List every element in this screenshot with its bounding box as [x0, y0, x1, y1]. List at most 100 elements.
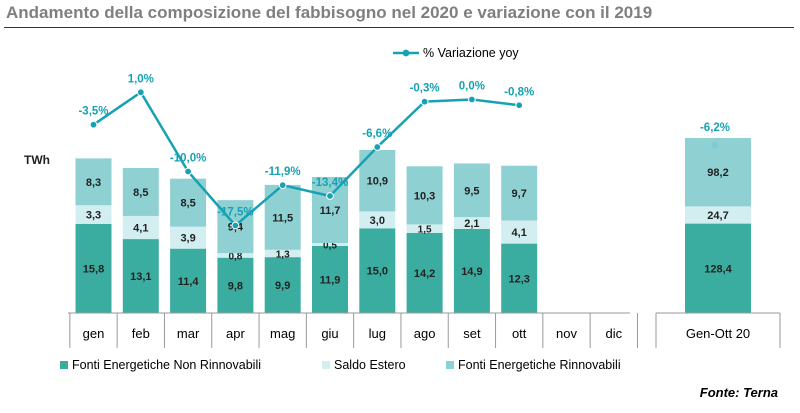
data-label: 0,5	[323, 240, 337, 251]
data-label: 15,8	[83, 263, 104, 275]
data-label: 8,5	[133, 187, 148, 199]
variation-point	[278, 181, 287, 190]
x-tick-label: mag	[270, 326, 295, 341]
y-axis-label: TWh	[24, 153, 50, 167]
data-label: 4,1	[133, 223, 148, 235]
variation-point	[136, 88, 145, 97]
legend-label: Fonti Energetiche Rinnovabili	[458, 358, 621, 372]
data-label: 8,5	[180, 198, 195, 210]
bar-rinnovabili-total	[685, 138, 751, 207]
data-label: 11,5	[272, 212, 293, 224]
data-label: 3,0	[370, 215, 385, 227]
bar-saldo-estero	[501, 220, 538, 244]
legend-swatch	[446, 361, 454, 369]
data-label: 1,3	[276, 249, 290, 260]
variation-point	[89, 120, 98, 129]
variation-point	[184, 167, 193, 176]
bar-non-rinnovabili	[75, 223, 112, 313]
data-label: 9,5	[464, 185, 479, 197]
data-label: 9,9	[275, 280, 290, 292]
bar-rinnovabili	[122, 167, 159, 216]
x-tick-label: nov	[556, 326, 577, 341]
data-label: 10,9	[367, 176, 388, 188]
variation-label: -13,4%	[312, 177, 348, 189]
variation-label: -0,8%	[504, 86, 534, 98]
x-tick-label: dic	[605, 326, 622, 341]
data-label: 4,1	[512, 227, 527, 239]
bar-non-rinnovabili	[453, 228, 490, 313]
variation-point	[373, 143, 382, 151]
bar-non-rinnovabili	[170, 248, 207, 313]
bar-saldo-estero-total	[685, 206, 751, 224]
bar-rinnovabili	[501, 165, 538, 221]
x-tick-label: giu	[321, 326, 338, 341]
data-label: 1,5	[418, 225, 432, 236]
variation-point	[326, 192, 334, 200]
data-label: 14,2	[414, 268, 435, 280]
variation-point-total	[711, 141, 719, 149]
title-divider	[4, 27, 794, 28]
variation-point	[468, 95, 476, 104]
bar-saldo-estero	[75, 205, 112, 224]
data-label: 9,7	[512, 188, 527, 200]
legend-line-label: % Variazione yoy	[423, 46, 519, 60]
data-label: 13,1	[130, 271, 151, 283]
legend-swatch	[322, 361, 330, 369]
variation-label: 0,0%	[459, 81, 485, 93]
data-label: 11,9	[320, 274, 341, 286]
data-label: 11,4	[178, 276, 200, 288]
bar-saldo-estero	[217, 253, 254, 258]
bar-saldo-estero	[359, 211, 396, 229]
variation-label-total: -6,2%	[700, 122, 730, 134]
data-label-total: 98,2	[707, 167, 728, 179]
data-label: 2,1	[464, 218, 479, 230]
variation-label: -6,6%	[362, 128, 392, 140]
bar-saldo-estero	[170, 226, 207, 249]
x-tick-label: lug	[369, 326, 386, 341]
x-tick-label: ago	[414, 326, 436, 341]
bar-non-rinnovabili	[501, 243, 538, 313]
bar-saldo-estero	[122, 215, 159, 240]
bar-rinnovabili	[406, 166, 443, 225]
chart-title: Andamento della composizione del fabbiso…	[6, 3, 653, 22]
data-label: 15,0	[367, 266, 388, 278]
legend-swatch	[60, 361, 68, 369]
bar-non-rinnovabili	[406, 232, 443, 313]
bar-saldo-estero	[453, 217, 490, 229]
x-tick-label: apr	[226, 326, 245, 341]
bar-rinnovabili	[453, 163, 490, 218]
variation-label: -11,9%	[265, 166, 301, 178]
legend-line-point	[402, 49, 410, 57]
x-tick-label: gen	[83, 326, 105, 341]
variation-point	[231, 221, 240, 230]
x-tick-label: ott	[512, 326, 527, 341]
variation-point	[515, 101, 524, 110]
variation-label: -10,0%	[170, 153, 206, 165]
legend-label: Fonti Energetiche Non Rinnovabili	[72, 358, 261, 372]
data-label: 3,3	[86, 210, 101, 222]
data-label-total: 24,7	[707, 210, 728, 222]
variation-point	[420, 97, 429, 106]
variation-label: 1,0%	[128, 73, 154, 85]
data-label: 11,7	[320, 205, 341, 217]
bar-rinnovabili	[312, 177, 348, 244]
x-tick-label: mar	[177, 326, 200, 341]
bar-saldo-estero	[264, 249, 301, 258]
data-label: 14,9	[461, 266, 482, 278]
x-tick-label: set	[463, 326, 481, 341]
bar-non-rinnovabili	[359, 228, 396, 313]
bar-non-rinnovabili	[122, 239, 159, 313]
x-tick-label: feb	[132, 326, 150, 341]
bar-saldo-estero	[406, 224, 443, 233]
variation-label: -3,5%	[78, 106, 108, 118]
data-label: 3,9	[180, 233, 195, 245]
data-label: 0,8	[228, 251, 242, 262]
variation-label: -17,5%	[217, 207, 253, 219]
variation-line	[92, 91, 520, 227]
data-label: 9,8	[228, 280, 243, 292]
bar-saldo-estero	[312, 243, 348, 246]
data-label: 12,3	[508, 273, 529, 285]
bar-non-rinnovabili	[312, 245, 348, 313]
